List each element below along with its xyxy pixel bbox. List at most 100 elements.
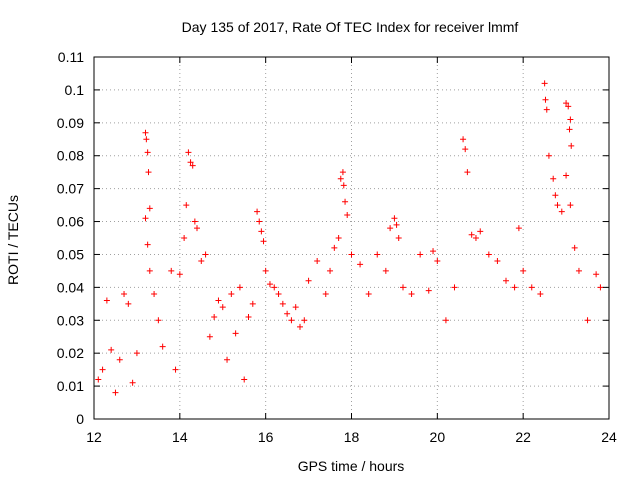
data-point <box>198 258 205 265</box>
data-point <box>434 258 441 265</box>
data-point <box>108 346 115 353</box>
data-point <box>194 225 200 232</box>
data-point <box>485 251 492 258</box>
data-point <box>284 310 291 317</box>
chart-title: Day 135 of 2017, Rate Of TEC Index for r… <box>182 19 519 35</box>
data-point <box>391 215 398 222</box>
data-point <box>279 300 286 307</box>
x-axis-ticks: 12 14 16 18 20 22 24 <box>86 57 617 445</box>
data-point <box>254 208 261 215</box>
data-point <box>187 159 194 166</box>
data-point <box>292 304 299 311</box>
x-tick-label: 18 <box>344 429 360 445</box>
x-tick-label: 16 <box>258 429 274 445</box>
data-point <box>305 277 312 284</box>
y-tick-label: 0.03 <box>57 312 84 328</box>
data-point <box>382 267 389 274</box>
data-point <box>511 284 518 291</box>
data-point <box>103 297 110 304</box>
data-point <box>460 136 467 143</box>
data-point <box>593 271 600 278</box>
y-tick-label: 0.08 <box>57 148 84 164</box>
data-point <box>357 261 364 268</box>
data-point <box>129 379 136 386</box>
data-point <box>400 284 406 291</box>
data-point <box>301 317 308 324</box>
data-point <box>408 290 415 297</box>
data-point <box>342 198 349 205</box>
data-point <box>567 202 574 209</box>
data-point <box>365 290 372 297</box>
data-point <box>430 248 437 255</box>
y-tick-label: 0.06 <box>57 214 84 230</box>
data-point <box>552 192 559 199</box>
data-point <box>565 103 572 110</box>
data-point <box>541 80 548 87</box>
data-point <box>563 100 570 107</box>
data-point <box>597 284 604 291</box>
data-point <box>417 251 424 258</box>
data-point <box>271 284 278 291</box>
data-point <box>297 323 303 330</box>
data-point <box>249 300 256 307</box>
data-point <box>550 175 557 182</box>
x-tick-label: 20 <box>430 429 446 445</box>
data-point <box>133 350 140 357</box>
data-point <box>266 281 273 288</box>
data-point <box>191 218 198 225</box>
data-point <box>322 290 329 297</box>
data-point <box>472 235 479 241</box>
data-point <box>468 231 475 238</box>
data-point <box>543 106 550 113</box>
x-tick-label: 22 <box>515 429 531 445</box>
data-point <box>183 202 190 209</box>
data-point <box>566 126 573 133</box>
data-point <box>146 267 153 274</box>
data-point <box>567 116 574 123</box>
data-point <box>181 235 188 241</box>
data-point <box>462 146 469 153</box>
data-point <box>575 267 582 274</box>
data-point <box>335 235 342 241</box>
grid-lines <box>94 57 609 419</box>
data-point <box>262 267 269 274</box>
data-point <box>219 304 226 311</box>
data-point <box>232 330 239 337</box>
data-point <box>144 241 151 248</box>
data-point <box>340 182 347 189</box>
data-point <box>146 205 153 212</box>
data-point <box>241 376 248 383</box>
data-point <box>477 228 484 235</box>
data-point <box>151 290 158 297</box>
data-point <box>202 251 209 258</box>
data-point <box>331 244 338 251</box>
data-point <box>145 169 152 176</box>
y-tick-label: 0.04 <box>57 279 84 295</box>
x-tick-label: 14 <box>172 429 188 445</box>
data-point <box>125 300 132 307</box>
y-tick-label: 0.11 <box>58 49 84 65</box>
data-point <box>256 218 263 225</box>
data-point <box>344 211 351 218</box>
x-tick-label: 12 <box>86 429 102 445</box>
data-point <box>571 244 578 251</box>
data-point <box>112 389 119 396</box>
data-point <box>236 284 243 291</box>
data-point <box>228 290 235 297</box>
data-points <box>95 80 604 396</box>
data-point <box>206 333 213 340</box>
data-point <box>168 267 175 274</box>
data-point <box>537 290 544 297</box>
y-tick-label: 0.05 <box>57 246 84 262</box>
data-point <box>185 149 192 156</box>
data-point <box>442 317 449 324</box>
y-axis-ticks: 0 0.01 0.02 0.03 0.04 0.05 0.06 0.07 0.08 0.09 0.1… <box>57 49 609 427</box>
data-point <box>339 169 346 176</box>
data-point <box>563 172 570 179</box>
data-point <box>503 277 509 284</box>
data-point <box>245 313 252 320</box>
data-point <box>172 366 179 373</box>
data-point <box>288 317 295 324</box>
data-point <box>494 258 501 265</box>
